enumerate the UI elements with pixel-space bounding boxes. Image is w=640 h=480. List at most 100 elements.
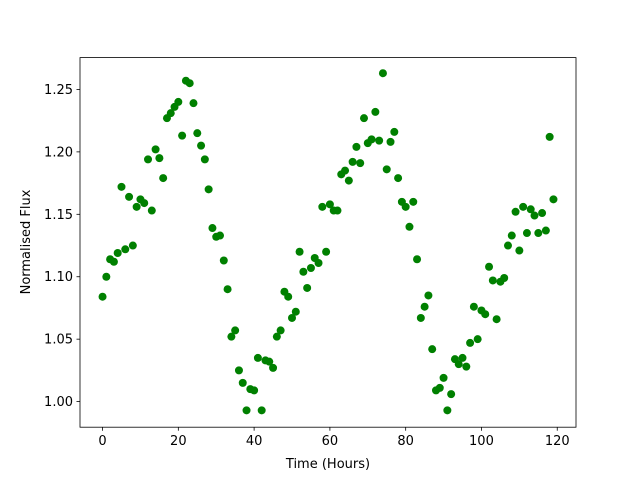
- x-tick-label: 0: [98, 434, 106, 449]
- point: [223, 285, 232, 294]
- point: [231, 326, 240, 335]
- point: [98, 292, 107, 301]
- y-tick-label: 1.00: [44, 395, 73, 410]
- point: [253, 353, 262, 362]
- point: [208, 224, 217, 233]
- point: [128, 241, 137, 250]
- point: [413, 255, 422, 264]
- point: [367, 135, 376, 144]
- point: [481, 310, 490, 319]
- point: [219, 256, 228, 265]
- point: [352, 142, 361, 151]
- point: [409, 197, 418, 206]
- point: [333, 206, 342, 215]
- point: [174, 97, 183, 106]
- point: [189, 99, 198, 108]
- point: [382, 165, 391, 174]
- point: [522, 229, 531, 238]
- point: [503, 241, 512, 250]
- point: [288, 313, 297, 322]
- x-tick-label: 60: [322, 434, 339, 449]
- point: [511, 207, 520, 216]
- point: [204, 185, 213, 194]
- point: [102, 272, 111, 281]
- point: [234, 366, 243, 375]
- point: [405, 222, 414, 231]
- point: [318, 202, 327, 211]
- point: [541, 226, 550, 235]
- point: [416, 313, 425, 322]
- point: [428, 345, 437, 354]
- point: [151, 145, 160, 154]
- point: [443, 406, 452, 415]
- point: [166, 109, 175, 118]
- point: [269, 363, 278, 372]
- point: [488, 276, 497, 285]
- point: [155, 154, 164, 163]
- point: [454, 360, 463, 369]
- point: [492, 315, 501, 324]
- y-tick-label: 1.10: [44, 270, 73, 285]
- y-tick-label: 1.05: [44, 333, 73, 348]
- point: [439, 373, 448, 382]
- point: [447, 390, 456, 399]
- point: [238, 378, 247, 387]
- point: [257, 406, 266, 415]
- point: [178, 131, 187, 140]
- point: [159, 174, 168, 183]
- x-tick-label: 40: [246, 434, 263, 449]
- point: [534, 229, 543, 238]
- plot-frame: [79, 57, 577, 428]
- point: [132, 202, 141, 211]
- point: [507, 231, 516, 240]
- point: [424, 291, 433, 300]
- y-tick-label: 1.25: [44, 83, 73, 98]
- point: [295, 247, 304, 256]
- point: [435, 383, 444, 392]
- point: [356, 159, 365, 168]
- point: [344, 176, 353, 185]
- point: [200, 155, 209, 164]
- point: [348, 157, 357, 166]
- point: [250, 386, 259, 395]
- point: [147, 206, 156, 215]
- y-axis-label: Normalised Flux: [19, 189, 34, 294]
- point: [322, 247, 331, 256]
- y-tick-label: 1.15: [44, 208, 73, 223]
- point: [140, 199, 149, 208]
- point: [109, 257, 118, 266]
- point: [469, 302, 478, 311]
- point: [144, 155, 153, 164]
- point: [549, 195, 558, 204]
- x-tick-label: 20: [170, 434, 187, 449]
- point: [303, 283, 312, 292]
- point: [466, 338, 475, 347]
- point: [394, 174, 403, 183]
- point: [545, 132, 554, 141]
- point: [420, 302, 429, 311]
- point: [125, 192, 134, 201]
- point: [265, 357, 274, 366]
- point: [359, 114, 368, 123]
- point: [462, 362, 471, 371]
- point: [519, 202, 528, 211]
- point: [216, 231, 225, 240]
- point: [291, 307, 300, 316]
- point: [526, 205, 535, 214]
- point: [185, 79, 194, 88]
- x-tick-label: 100: [469, 434, 494, 449]
- point: [325, 200, 334, 209]
- point: [197, 141, 206, 150]
- point: [113, 249, 122, 258]
- point: [314, 259, 323, 268]
- point: [530, 211, 539, 220]
- point: [276, 326, 285, 335]
- point: [378, 69, 387, 78]
- point: [284, 292, 293, 301]
- point: [299, 267, 308, 276]
- point: [473, 335, 482, 344]
- point: [227, 332, 236, 341]
- point: [242, 406, 251, 415]
